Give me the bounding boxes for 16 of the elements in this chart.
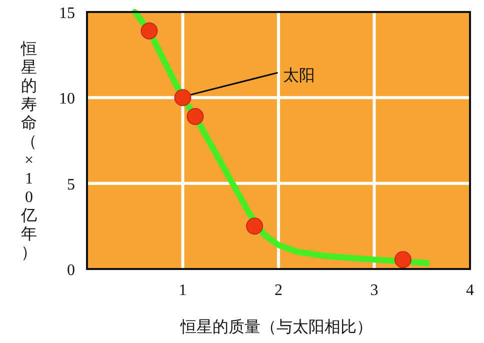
- point: [246, 218, 264, 235]
- point: [140, 22, 158, 40]
- point: [174, 89, 192, 106]
- y-tick-label: 0: [67, 262, 75, 279]
- x-tick-label: 1: [178, 282, 187, 299]
- x-axis-title: 恒星的质量（与太阳相比）: [180, 318, 372, 336]
- x-tick-label: 2: [274, 282, 282, 299]
- y-tick-label: 10: [59, 90, 75, 108]
- x-tick-label: 3: [370, 282, 378, 299]
- point: [186, 108, 204, 126]
- y-tick-label: 15: [59, 5, 75, 22]
- x-tick-label: 4: [466, 282, 474, 299]
- y-tick-label: 5: [67, 176, 75, 194]
- point: [394, 251, 412, 268]
- text: 恒星的寿命（×10亿年）: [21, 41, 37, 262]
- annotation: 太阳: [282, 66, 315, 85]
